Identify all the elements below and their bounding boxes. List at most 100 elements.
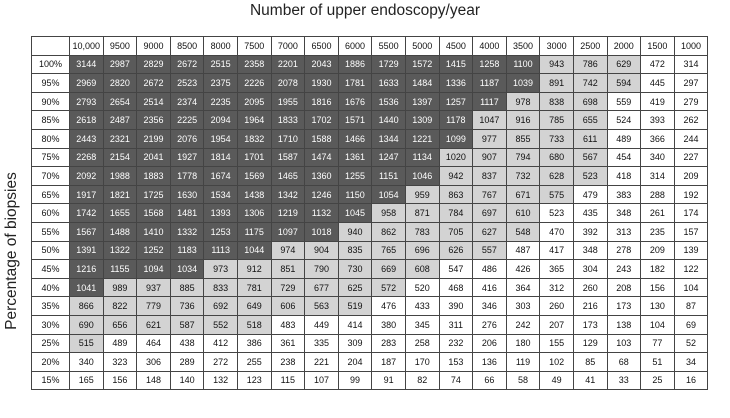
value-cell: 563 (304, 296, 339, 316)
value-cell: 157 (673, 221, 709, 242)
value-cell: 182 (640, 259, 675, 279)
value-cell: 77 (640, 333, 675, 354)
value-cell: 1814 (203, 147, 238, 168)
table-row: 90% 2793 2654 2514 2374 2235 2095 1955 1816 1676 1… (31, 91, 709, 112)
value-cell: 2043 (304, 54, 339, 75)
value-cell: 129 (572, 333, 608, 354)
value-cell: 232 (438, 333, 474, 354)
value-cell: 323 (102, 352, 138, 372)
row-header: 25% (31, 333, 70, 354)
value-cell: 130 (640, 296, 675, 316)
value-cell: 958 (371, 203, 406, 223)
value-cell: 1117 (472, 91, 507, 112)
value-cell: 1821 (102, 184, 138, 205)
value-cell: 786 (572, 54, 608, 75)
value-cell: 1178 (438, 110, 474, 130)
value-cell: 119 (505, 352, 541, 372)
value-cell: 572 (371, 277, 406, 298)
value-cell: 2487 (102, 110, 138, 130)
value-cell: 1440 (371, 110, 406, 130)
value-cell: 173 (606, 296, 642, 316)
value-cell: 1094 (136, 259, 171, 279)
value-cell: 348 (572, 240, 608, 261)
value-cell: 2793 (69, 91, 104, 112)
value-cell: 524 (606, 110, 642, 130)
value-cell: 173 (572, 314, 608, 335)
value-cell: 74 (438, 370, 474, 391)
value-cell: 626 (438, 240, 474, 261)
value-cell: 489 (606, 128, 642, 149)
value-cell: 1219 (270, 203, 306, 223)
value-cell: 33 (606, 370, 642, 391)
row-header: 70% (31, 166, 70, 186)
value-cell: 794 (505, 147, 541, 168)
value-cell: 943 (539, 54, 574, 75)
value-cell: 2654 (102, 91, 138, 112)
value-cell: 822 (102, 296, 138, 316)
value-cell: 669 (371, 259, 406, 279)
value-cell: 366 (640, 128, 675, 149)
value-cell: 1309 (404, 110, 440, 130)
value-cell: 104 (640, 314, 675, 335)
value-cell: 2199 (136, 128, 171, 149)
value-cell: 1183 (169, 240, 205, 261)
value-cell: 297 (673, 73, 709, 93)
value-cell: 567 (572, 147, 608, 168)
value-cell: 165 (69, 370, 104, 391)
value-cell: 426 (505, 259, 541, 279)
value-cell: 1466 (337, 128, 373, 149)
value-cell: 209 (640, 240, 675, 261)
value-cell: 1955 (270, 91, 306, 112)
row-header: 60% (31, 203, 70, 223)
value-cell: 288 (640, 184, 675, 205)
value-cell: 1816 (304, 91, 339, 112)
value-cell: 393 (640, 110, 675, 130)
value-cell: 1393 (203, 203, 238, 223)
row-header: 40% (31, 277, 70, 298)
value-cell: 656 (102, 314, 138, 335)
row-header: 45% (31, 259, 70, 279)
column-header: 7500 (236, 36, 272, 56)
value-cell: 1216 (69, 259, 104, 279)
row-header: 20% (31, 352, 70, 372)
table-row: 50% 1391 1322 1252 1183 1113 1044 974 904 835 765 6… (31, 240, 709, 261)
column-header: 5500 (371, 36, 406, 56)
value-cell: 1100 (505, 54, 541, 75)
value-cell: 414 (337, 314, 373, 335)
value-cell: 1150 (337, 184, 373, 205)
value-cell: 1833 (270, 110, 306, 130)
value-cell: 548 (505, 221, 541, 242)
value-cell: 696 (404, 240, 440, 261)
value-cell: 1054 (371, 184, 406, 205)
value-cell: 3144 (69, 54, 104, 75)
value-cell: 1258 (472, 54, 507, 75)
value-cell: 1221 (404, 128, 440, 149)
value-cell: 433 (404, 296, 440, 316)
value-cell: 1954 (203, 128, 238, 149)
table-row: 35% 866 822 779 736 692 649 606 563 519 476 433 390 3… (31, 296, 709, 316)
value-cell: 552 (203, 314, 238, 335)
value-cell: 2154 (102, 147, 138, 168)
value-cell: 468 (438, 277, 474, 298)
value-cell: 833 (203, 277, 238, 298)
table-row: 70% 2092 1988 1883 1778 1674 1569 1465 1360 1255 1… (31, 166, 709, 186)
table-row: 65% 1917 1821 1725 1630 1534 1438 1342 1246 1150 1… (31, 184, 709, 205)
value-cell: 1474 (304, 147, 339, 168)
value-cell: 520 (404, 277, 440, 298)
value-cell: 1252 (136, 240, 171, 261)
value-cell: 155 (539, 333, 574, 354)
value-cell: 1781 (337, 73, 373, 93)
column-header: 9500 (102, 36, 138, 56)
value-cell: 58 (505, 370, 541, 391)
value-cell: 628 (539, 166, 574, 186)
value-cell: 216 (572, 296, 608, 316)
column-header: 2500 (572, 36, 608, 56)
value-cell: 594 (606, 73, 642, 93)
value-cell: 390 (438, 296, 474, 316)
value-cell: 677 (304, 277, 339, 298)
value-cell: 742 (572, 73, 608, 93)
value-cell: 174 (673, 203, 709, 223)
value-cell: 69 (673, 314, 709, 335)
value-cell: 732 (505, 166, 541, 186)
value-cell: 85 (572, 352, 608, 372)
